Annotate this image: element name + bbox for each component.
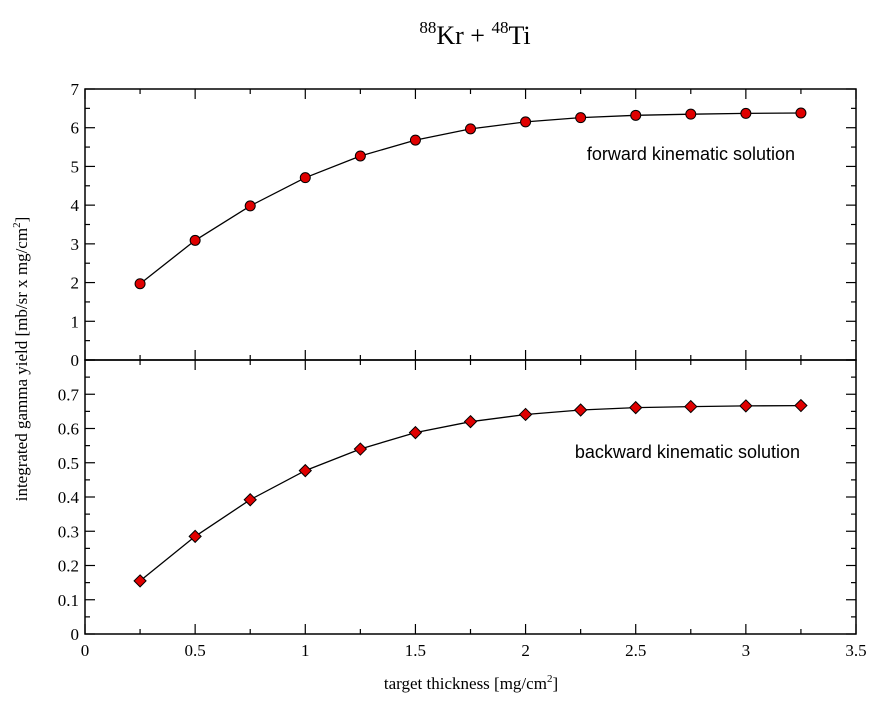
bottom-panel-data-point — [243, 493, 257, 507]
y-axis-label-main: integrated gamma yield [mb/sr x mg/cm — [12, 228, 31, 501]
top-panel-data-point — [134, 278, 146, 290]
top-panel-y-tick-label: 5 — [71, 157, 80, 176]
bottom-panel-data-point — [573, 403, 588, 417]
top-panel-data-point — [189, 234, 201, 246]
bottom-panel-data-point — [188, 529, 202, 544]
chart-panels: 0 1 2 3 4 5 6 7 forward kinematic solution 0 0.1 0.… — [58, 80, 867, 660]
x-axis-label-sup: 2 — [547, 673, 553, 685]
bottom-panel-data-point — [684, 399, 698, 414]
bottom-panel-y-tick-label: 0.7 — [58, 385, 80, 404]
bottom-panel-series-line — [139, 404, 801, 582]
x-axis-label-main: target thickness [mg/cm — [384, 674, 547, 693]
bottom-panel-y-tick-label: 0.2 — [58, 557, 79, 576]
title-mass-1: 88 — [419, 18, 436, 37]
bottom-panel-x-tick-label: 2.5 — [625, 641, 646, 660]
bottom-panel-x-tick-label: 1.5 — [405, 641, 426, 660]
bottom-panel-data-point — [518, 407, 533, 422]
top-panel-annotation: forward kinematic solution — [587, 144, 795, 164]
top-panel-data-point — [630, 109, 642, 121]
bottom-panel-data-point — [408, 425, 423, 440]
top-panel-data-point — [299, 172, 311, 184]
title-plus: + — [464, 21, 492, 50]
top-panel-y-tick-label: 7 — [71, 80, 80, 99]
top-panel-y-tick-label: 6 — [71, 119, 80, 138]
x-axis-label-close: ] — [552, 674, 558, 693]
bottom-panel-y-tick-label: 0.1 — [58, 591, 79, 610]
y-axis-label-sup: 2 — [11, 222, 23, 228]
top-panel-y-tick-label: 1 — [71, 312, 80, 331]
top-panel-y-tick-label: 3 — [71, 235, 80, 254]
top-panel-y-tick-label: 0 — [71, 351, 80, 370]
top-panel-data-point — [795, 107, 807, 119]
top-panel-data-point — [575, 112, 587, 124]
bottom-panel-y-tick-label: 0.3 — [58, 522, 79, 541]
top-panel-series-line — [139, 112, 801, 285]
bottom-panel-data-point — [739, 399, 753, 413]
bottom-panel-y-tick-label: 0.6 — [58, 420, 79, 439]
top-panel-data-point — [740, 107, 752, 119]
y-axis-label: integrated gamma yield [mb/sr x mg/cm2] — [11, 217, 31, 502]
bottom-panel-x-tick-label: 2 — [521, 641, 530, 660]
top-panel-data-point — [685, 108, 697, 120]
bottom-panel-data-point — [353, 442, 368, 456]
top-panel-data-point — [409, 134, 421, 146]
bottom-panel-data-point — [629, 400, 643, 415]
bottom-panel-x-tick-label: 3.5 — [845, 641, 866, 660]
top-panel-y-tick-label: 4 — [71, 196, 80, 215]
bottom-panel-frame — [84, 359, 857, 635]
bottom-panel-data-point — [298, 463, 312, 478]
x-axis-label: target thickness [mg/cm2] — [384, 673, 558, 693]
bottom-panel-data-point — [463, 414, 478, 429]
bottom-panel-data-point — [794, 398, 808, 413]
chart-title: 88Kr + 48Ti — [419, 18, 530, 50]
bottom-panel-y-tick-label: 0.5 — [58, 454, 79, 473]
bottom-panel-data-point — [133, 574, 147, 588]
bottom-panel-y-tick-label: 0.4 — [58, 488, 80, 507]
bottom-panel-x-tick-label: 0.5 — [185, 641, 206, 660]
title-element-1: Kr — [436, 21, 464, 50]
bottom-panel-y-tick-label: 0 — [71, 625, 80, 644]
bottom-panel-annotation: backward kinematic solution — [575, 442, 800, 462]
title-mass-2: 48 — [491, 18, 508, 37]
bottom-panel-x-tick-label: 3 — [742, 641, 751, 660]
y-axis-label-close: ] — [12, 217, 31, 223]
top-panel-data-point — [465, 123, 476, 135]
top-panel-data-point — [354, 150, 366, 162]
top-panel-data-point — [244, 200, 256, 212]
top-panel-data-point — [520, 116, 532, 128]
bottom-panel-x-tick-label: 0 — [81, 641, 90, 660]
title-element-2: Ti — [508, 21, 530, 50]
top-panel-y-tick-label: 2 — [71, 274, 80, 293]
bottom-panel-x-tick-label: 1 — [301, 641, 310, 660]
